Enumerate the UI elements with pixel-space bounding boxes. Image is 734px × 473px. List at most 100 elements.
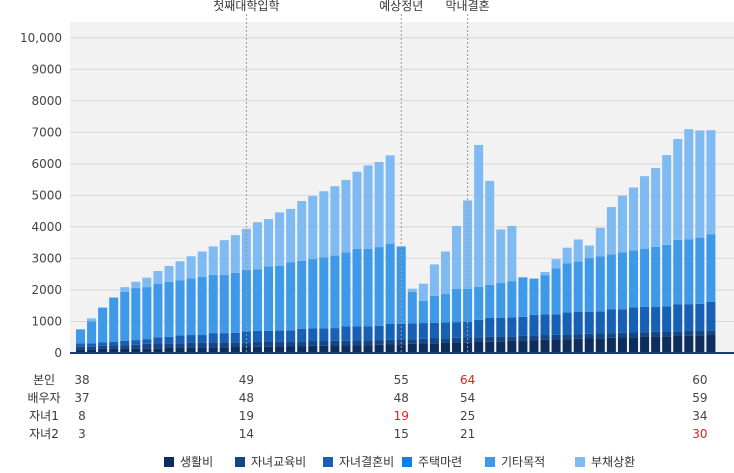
- bar-stack[interactable]: [507, 225, 517, 353]
- bar-stack[interactable]: [76, 329, 85, 353]
- age-value: 64: [460, 373, 475, 387]
- bar-stack[interactable]: [595, 227, 605, 353]
- bar-stack[interactable]: [706, 130, 716, 353]
- bar-stack[interactable]: [452, 225, 462, 353]
- bar-stack[interactable]: [496, 229, 506, 353]
- bar-stack[interactable]: [363, 165, 373, 353]
- bar-stack[interactable]: [286, 208, 296, 353]
- bar-segment-4: [197, 276, 207, 336]
- bar-segment-2: [363, 326, 373, 341]
- bar-stack[interactable]: [418, 283, 428, 353]
- age-row-label: 자녀1: [29, 409, 59, 423]
- bar-segment-5: [186, 256, 196, 279]
- bar-segment-5: [651, 167, 661, 247]
- bar-stack[interactable]: [485, 180, 495, 353]
- bar-stack[interactable]: [518, 277, 528, 353]
- bar-segment-4: [518, 277, 528, 317]
- bar-segment-2: [330, 328, 340, 341]
- bar-segment-4: [440, 294, 450, 323]
- bar-segment-2: [584, 311, 594, 334]
- bar-stack[interactable]: [230, 235, 240, 353]
- bar-stack[interactable]: [264, 219, 274, 353]
- bar-stack[interactable]: [142, 277, 152, 353]
- bar-segment-5: [131, 281, 141, 289]
- bar-stack[interactable]: [629, 187, 638, 354]
- bar-stack[interactable]: [374, 161, 384, 353]
- bar-segment-1: [629, 332, 638, 338]
- bar-stack[interactable]: [662, 155, 672, 353]
- bar-stack[interactable]: [131, 281, 141, 353]
- bar-segment-4: [98, 307, 108, 343]
- bar-stack[interactable]: [164, 265, 174, 353]
- bar-stack[interactable]: [98, 307, 108, 353]
- bar-segment-4: [452, 289, 462, 323]
- bar-segment-5: [374, 161, 384, 248]
- bar-segment-2: [595, 311, 605, 334]
- bar-segment-2: [341, 326, 351, 341]
- bar-stack[interactable]: [640, 176, 650, 353]
- bar-segment-1: [518, 335, 528, 341]
- bar-segment-2: [573, 312, 583, 335]
- bar-stack[interactable]: [584, 245, 594, 353]
- bar-segment-4: [573, 261, 583, 313]
- bar-stack[interactable]: [551, 259, 561, 353]
- bar-stack[interactable]: [252, 222, 262, 353]
- bar-stack[interactable]: [297, 201, 307, 353]
- bar-segment-1: [308, 341, 318, 346]
- bar-stack[interactable]: [617, 195, 627, 353]
- bar-segment-5: [230, 235, 240, 273]
- bar-stack[interactable]: [529, 278, 539, 353]
- bar-stack[interactable]: [153, 271, 163, 353]
- bar-segment-0: [286, 346, 296, 353]
- bar-segment-4: [319, 257, 329, 329]
- bar-stack[interactable]: [440, 251, 450, 353]
- bar-segment-1: [485, 336, 495, 342]
- bar-segment-1: [98, 345, 108, 349]
- bar-segment-5: [474, 144, 484, 287]
- bar-segment-5: [87, 318, 97, 322]
- bar-stack[interactable]: [120, 287, 130, 353]
- bar-stack[interactable]: [197, 251, 207, 353]
- bar-stack[interactable]: [562, 247, 572, 353]
- bar-stack[interactable]: [87, 318, 97, 353]
- bar-segment-5: [319, 191, 329, 258]
- bar-segment-0: [629, 337, 638, 353]
- bar-stack[interactable]: [474, 144, 484, 353]
- bar-stack[interactable]: [573, 239, 583, 353]
- bar-stack[interactable]: [385, 155, 395, 353]
- bar-stack[interactable]: [275, 212, 285, 353]
- bar-stack[interactable]: [407, 288, 417, 353]
- bar-stack[interactable]: [219, 240, 229, 353]
- bar-stack[interactable]: [330, 186, 340, 353]
- bar-stack[interactable]: [186, 256, 196, 353]
- bar-stack[interactable]: [684, 129, 694, 353]
- bar-stack[interactable]: [319, 191, 329, 353]
- bar-segment-2: [186, 335, 196, 343]
- bar-segment-2: [153, 337, 163, 344]
- bar-segment-5: [330, 186, 340, 256]
- legend: 생활비 자녀교육비 자녀결혼비 주택마련 기타목적 부채상환: [164, 455, 635, 469]
- bar-stack[interactable]: [606, 207, 616, 353]
- bar-segment-1: [606, 333, 616, 338]
- bar-stack[interactable]: [673, 138, 683, 353]
- bar-segment-4: [429, 295, 439, 323]
- bar-stack[interactable]: [352, 171, 362, 353]
- age-value: 19: [239, 409, 254, 423]
- bar-segment-1: [275, 341, 285, 347]
- bar-stack[interactable]: [429, 264, 439, 353]
- bar-stack[interactable]: [540, 271, 550, 353]
- bar-stack[interactable]: [308, 196, 318, 353]
- bar-stack[interactable]: [208, 246, 218, 353]
- y-axis-ticks: 0 1000 2000 3000 4000 5000 6000 7000 8000 9000 10,…: [20, 31, 62, 360]
- bar-segment-5: [297, 201, 307, 261]
- bar-stack[interactable]: [651, 167, 661, 353]
- bar-stack[interactable]: [695, 130, 705, 353]
- bar-segment-0: [606, 337, 616, 353]
- bar-segment-5: [341, 179, 351, 253]
- bar-stack[interactable]: [109, 297, 119, 353]
- y-tick-label: 4000: [31, 220, 62, 234]
- bar-stack[interactable]: [341, 179, 351, 353]
- bar-segment-0: [175, 347, 185, 353]
- bar-segment-1: [662, 331, 672, 337]
- bar-stack[interactable]: [175, 261, 185, 353]
